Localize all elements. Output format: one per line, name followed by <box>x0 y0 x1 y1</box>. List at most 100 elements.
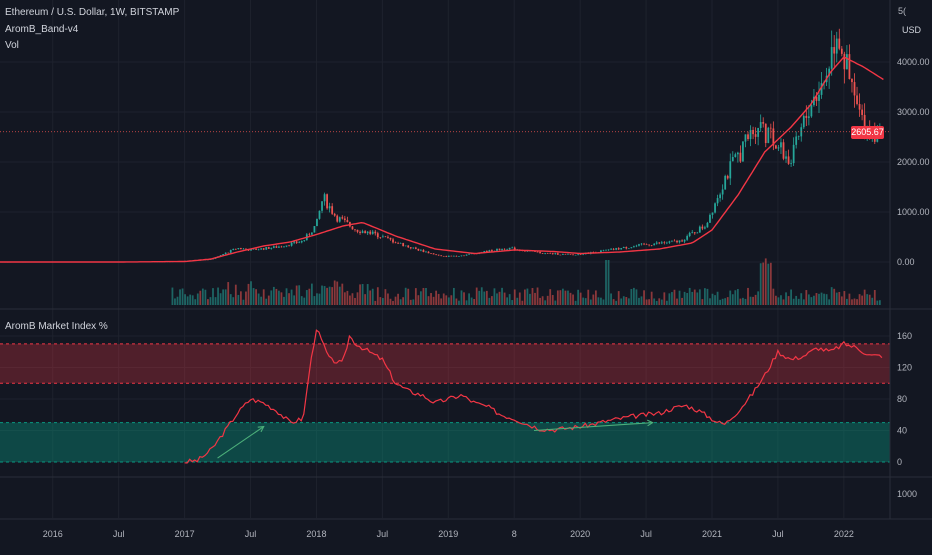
volume-bar <box>714 295 716 305</box>
volume-bar <box>463 292 465 305</box>
time-tick-label: 2019 <box>438 529 458 539</box>
volume-bar <box>556 290 559 305</box>
candle-body <box>706 222 709 228</box>
volume-bar <box>389 298 392 305</box>
candle-body <box>851 78 853 83</box>
candle-body <box>458 256 460 257</box>
candle-body <box>731 157 734 162</box>
candle-body <box>465 254 468 256</box>
candle-body <box>638 244 640 246</box>
volume-bar <box>217 287 219 305</box>
volume-bar <box>754 294 757 305</box>
volume-bar <box>303 297 306 305</box>
volume-bar <box>262 289 265 305</box>
candle-body <box>270 247 273 249</box>
candle-body <box>222 254 225 256</box>
candle-body <box>777 147 780 149</box>
volume-bar <box>440 298 443 305</box>
candle-body <box>681 240 683 242</box>
candle-body <box>252 248 255 250</box>
volume-bar <box>227 282 230 305</box>
candle-body <box>511 247 514 249</box>
candle-body <box>820 83 823 95</box>
candle-body <box>407 245 410 248</box>
volume-bar <box>744 298 747 305</box>
volume-bar <box>820 292 823 305</box>
candle-body <box>371 231 374 234</box>
candle-body <box>293 241 296 243</box>
candle-body <box>308 234 311 235</box>
volume-bar <box>683 291 686 305</box>
candle-body <box>366 231 369 234</box>
candle-body <box>736 152 739 155</box>
volume-bar <box>447 297 450 305</box>
pane-separators[interactable] <box>0 0 932 520</box>
index-tick-label: 120 <box>897 363 912 373</box>
volume-bar <box>513 289 516 305</box>
candle-body <box>691 232 694 233</box>
volume-bar <box>597 297 600 305</box>
volume-bar <box>653 298 656 305</box>
volume-bar <box>478 290 481 305</box>
volume-bar <box>445 295 448 305</box>
volume-bar <box>800 293 803 305</box>
volume-bar <box>615 300 618 305</box>
volume-bar <box>455 298 458 305</box>
volume-bar <box>399 299 402 305</box>
indicator-legend-vol[interactable]: Vol <box>5 40 19 51</box>
index-pane-title[interactable]: AromB Market Index % <box>5 321 108 332</box>
volume-bar <box>338 286 341 305</box>
volume-bar <box>775 295 777 305</box>
candle-body <box>704 227 706 229</box>
candle-body <box>605 250 607 251</box>
candle-body <box>688 232 691 237</box>
candle-body <box>387 236 389 238</box>
volume-bar <box>818 293 820 305</box>
volume-bar <box>184 294 186 305</box>
currency-label[interactable]: USD <box>902 25 922 35</box>
candle-body <box>805 115 808 118</box>
candle-body <box>775 145 777 149</box>
candle-body <box>376 233 379 238</box>
volume-bar <box>607 260 610 305</box>
volume-bar <box>473 299 476 305</box>
volume-bar <box>465 300 468 305</box>
volume-bar <box>174 298 176 305</box>
candle-body <box>574 254 577 256</box>
volume-bar <box>313 296 316 305</box>
volume-bar <box>422 287 425 305</box>
candle-body <box>328 206 331 209</box>
candle-body <box>567 254 569 255</box>
candle-body <box>848 54 851 79</box>
candle-body <box>633 246 635 248</box>
trend-arrowhead-1 <box>257 425 265 433</box>
volume-bar <box>491 296 493 305</box>
candle-body <box>440 255 443 257</box>
volume-bar <box>376 287 379 305</box>
indicator-legend-band[interactable]: AromB_Band-v4 <box>5 24 79 35</box>
volume-bar <box>493 288 496 305</box>
candle-body <box>744 134 747 142</box>
candle-body <box>787 156 790 164</box>
candle-body <box>686 236 689 240</box>
volume-bar <box>551 295 554 305</box>
candle-body <box>295 241 298 243</box>
candle-body <box>724 175 727 190</box>
volume-bar <box>546 295 549 305</box>
candle-body <box>470 253 473 255</box>
volume-bar <box>239 291 242 305</box>
volume-bar <box>851 299 853 305</box>
volume-bar <box>716 291 719 305</box>
volume-bar <box>219 293 222 305</box>
volume-bar <box>587 289 590 305</box>
candle-body <box>392 239 394 243</box>
candle-body <box>693 232 696 234</box>
volume-bar <box>805 290 808 305</box>
symbol-legend[interactable]: Ethereum / U.S. Dollar, 1W, BITSTAMP <box>5 7 180 18</box>
candle-body <box>610 248 612 250</box>
volume-bar <box>374 300 377 305</box>
volume-bar <box>414 288 417 305</box>
candle-body <box>709 214 711 223</box>
